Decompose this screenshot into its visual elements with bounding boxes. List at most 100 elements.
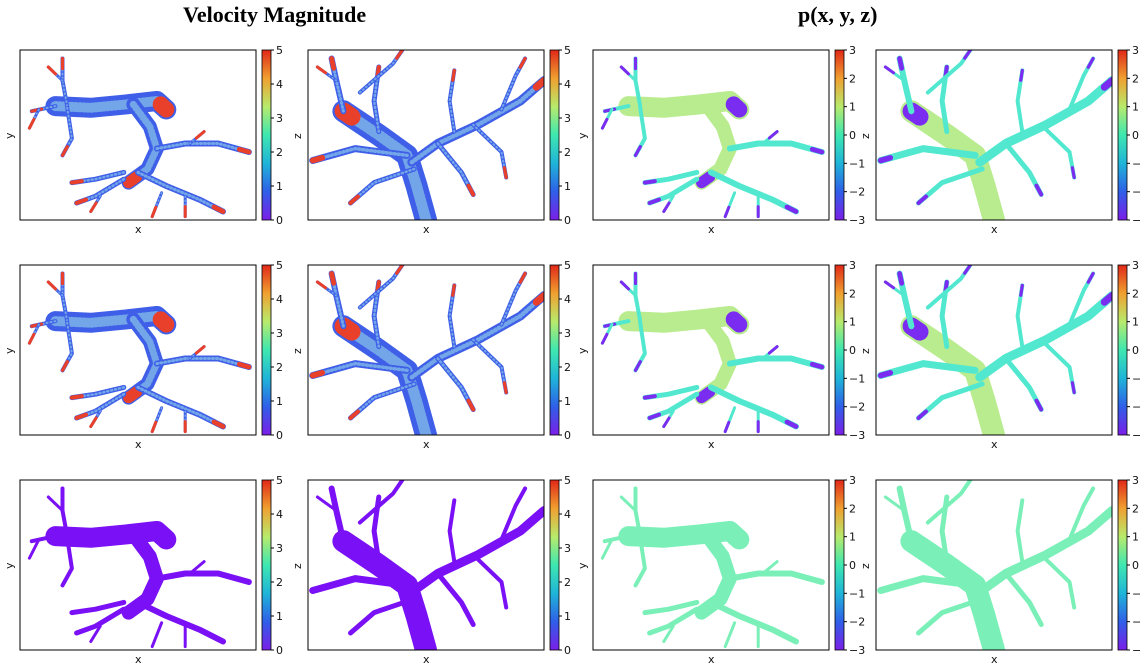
x-axis-label: x xyxy=(423,653,430,666)
vessel-tip xyxy=(27,332,36,345)
vessel-segment xyxy=(877,575,979,594)
vessel-tip xyxy=(1034,398,1044,412)
colorbar-tick-label: 0 xyxy=(849,129,856,142)
vessel-tip xyxy=(1100,292,1112,306)
plot-panel: x y 0 1 2 3 4 5 xyxy=(3,474,290,670)
vessel-segment xyxy=(27,538,41,560)
colorbar-tick-label: 2 xyxy=(564,361,571,374)
vessel-segment xyxy=(975,76,1112,167)
colorbar: −3 −2 −1 0 1 2 3 xyxy=(834,44,865,227)
colorbar-tick-label: 5 xyxy=(276,259,283,272)
speckle-texture xyxy=(409,78,544,165)
vessel-tip xyxy=(600,117,609,130)
vessel-tip xyxy=(662,201,671,213)
colorbar-tick-label: −3 xyxy=(849,429,865,442)
colorbar-tick-label: 2 xyxy=(849,502,856,515)
y-axis-label: z xyxy=(859,348,872,354)
vessel-tip xyxy=(150,420,158,434)
vessel-tip xyxy=(27,117,36,130)
colorbar-tick-label: 2 xyxy=(276,361,283,374)
plot-frame xyxy=(19,49,257,221)
colorbar-tick-label: 2 xyxy=(564,146,571,159)
title-pressure: p(x, y, z) xyxy=(798,2,878,27)
y-axis-label: z xyxy=(859,563,872,569)
colorbar-tick-label: −1 xyxy=(849,372,865,385)
colorbar-tick-label: 0 xyxy=(276,214,283,227)
vessel-tip xyxy=(642,179,657,185)
vessel-tip xyxy=(633,145,642,158)
colorbar: 0 1 2 3 4 5 xyxy=(549,44,571,227)
vessel-tip xyxy=(767,130,779,140)
vessel-tip xyxy=(883,65,896,75)
vessel-segment xyxy=(150,621,164,649)
vessel-tip xyxy=(619,280,630,291)
colorbar-tick-label: −3 xyxy=(849,644,865,657)
plot-panel: x z −3 −2 −1 0 1 2 3 xyxy=(859,474,1141,670)
vessel-tip xyxy=(329,271,337,286)
colorbar: 0 1 2 3 4 5 xyxy=(261,259,283,442)
vessel-tip xyxy=(883,280,896,290)
colorbar-tick-label: 1 xyxy=(1132,101,1139,114)
colorbar-tick-label: 5 xyxy=(276,474,283,487)
colorbar-tick-label: 1 xyxy=(564,395,571,408)
vessel-tip xyxy=(236,146,252,155)
vessel-tip xyxy=(723,205,731,219)
speckle-texture xyxy=(155,357,251,369)
colorbar-tick-label: 1 xyxy=(849,316,856,329)
colorbar-tick-label: 4 xyxy=(564,508,571,521)
colorbar: −3 −2 −1 0 1 2 3 xyxy=(834,259,865,442)
colorbar-tick-label: 1 xyxy=(849,101,856,114)
vessel-tree xyxy=(309,265,544,435)
colorbar: 0 1 2 3 4 5 xyxy=(549,259,571,442)
speckle-texture xyxy=(75,392,126,420)
vessel-tip xyxy=(897,271,905,286)
plot-frame xyxy=(592,49,830,221)
vessel-tip xyxy=(647,412,661,420)
vessel-segment xyxy=(1003,571,1044,627)
vessel-segment xyxy=(975,291,1112,382)
y-axis-label: y xyxy=(3,132,16,139)
vessel-segment xyxy=(708,384,799,430)
vessel-segment xyxy=(726,140,825,155)
vessel-segment xyxy=(407,506,544,597)
x-axis-label: x xyxy=(135,223,142,236)
colorbar-tick-label: 3 xyxy=(1132,44,1139,57)
vessel-tip xyxy=(1100,77,1112,91)
vessel-segment xyxy=(188,560,206,575)
vessel-segment xyxy=(153,570,252,585)
colorbar-tick-label: −3 xyxy=(1132,214,1141,227)
colorbar-tick-label: 4 xyxy=(564,293,571,306)
vessel-tree xyxy=(27,56,252,219)
colorbar: −3 −2 −1 0 1 2 3 xyxy=(1117,44,1141,227)
colorbar-tick-label: −1 xyxy=(1132,157,1141,170)
vessel-segment xyxy=(618,521,750,550)
vessel-segment xyxy=(46,495,64,513)
vessel-segment xyxy=(74,606,127,636)
vessel-segment xyxy=(877,360,979,379)
vessel-segment xyxy=(348,596,417,636)
colorbar-tick-label: 4 xyxy=(276,293,283,306)
plot-frame xyxy=(875,49,1113,221)
y-axis-label: z xyxy=(859,133,872,139)
vessel-segment xyxy=(726,355,825,370)
vessel-segment xyxy=(647,606,700,636)
y-axis-label: z xyxy=(291,133,304,139)
vessel-tip xyxy=(46,65,57,76)
vessel-segment xyxy=(633,535,647,588)
colorbar-tick-label: 1 xyxy=(1132,531,1139,544)
x-axis-label: x xyxy=(423,223,430,236)
colorbar-tick-label: 2 xyxy=(276,576,283,589)
vessel-tree xyxy=(27,486,252,649)
colorbar-tick-label: −1 xyxy=(849,587,865,600)
vessel-tip xyxy=(633,360,642,373)
vessel-tip xyxy=(122,386,143,404)
vessel-segment xyxy=(89,624,102,643)
colorbar-tick-label: −1 xyxy=(1132,372,1141,385)
colorbar-tick-label: −1 xyxy=(1132,587,1141,600)
vessel-tip xyxy=(194,130,206,140)
colorbar-tick-label: 0 xyxy=(564,644,571,657)
vessel-tip xyxy=(315,65,328,75)
y-axis-label: y xyxy=(3,347,16,354)
colorbar-tick-label: 0 xyxy=(849,559,856,572)
colorbar-tick-label: 5 xyxy=(564,44,571,57)
